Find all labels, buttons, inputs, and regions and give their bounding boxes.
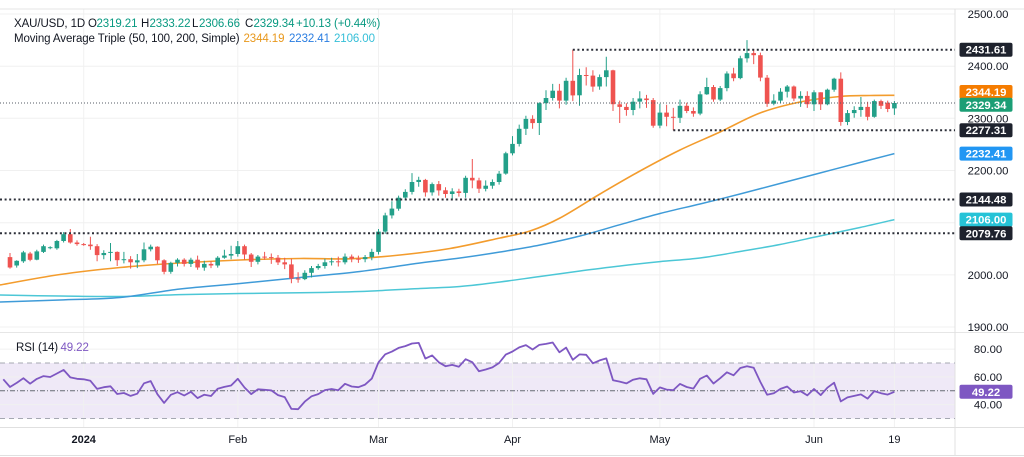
svg-text:Jun: Jun — [805, 434, 823, 446]
svg-text:2306.66: 2306.66 — [199, 18, 240, 30]
svg-text:H: H — [141, 18, 149, 30]
svg-text:2277.31: 2277.31 — [966, 125, 1007, 137]
svg-text:60.00: 60.00 — [974, 372, 1002, 384]
svg-text:2329.34: 2329.34 — [966, 100, 1008, 112]
svg-text:XAU/USD, 1D: XAU/USD, 1D — [14, 18, 85, 30]
svg-text:Apr: Apr — [504, 434, 521, 446]
svg-text:2232.41: 2232.41 — [289, 33, 330, 45]
svg-text:2431.61: 2431.61 — [966, 45, 1007, 57]
svg-text:+10.13 (+0.44%): +10.13 (+0.44%) — [296, 18, 380, 30]
svg-text:May: May — [650, 434, 671, 446]
svg-text:2300.00: 2300.00 — [968, 113, 1009, 125]
svg-text:2400.00: 2400.00 — [968, 61, 1009, 73]
svg-text:49.22: 49.22 — [972, 387, 1000, 399]
svg-text:2024: 2024 — [71, 434, 96, 446]
svg-text:2106.00: 2106.00 — [966, 215, 1007, 227]
svg-text:2106.00: 2106.00 — [334, 33, 375, 45]
svg-text:RSI (14): RSI (14) — [16, 342, 58, 354]
svg-text:C: C — [245, 18, 253, 30]
svg-text:2232.41: 2232.41 — [966, 149, 1007, 161]
svg-text:L: L — [192, 18, 199, 30]
svg-text:2319.21: 2319.21 — [97, 18, 138, 30]
svg-text:2344.19: 2344.19 — [244, 33, 285, 45]
svg-text:80.00: 80.00 — [974, 344, 1002, 356]
svg-text:2000.00: 2000.00 — [968, 270, 1009, 282]
svg-text:19: 19 — [888, 434, 900, 446]
svg-text:Moving Average Triple (50, 100: Moving Average Triple (50, 100, 200, Sim… — [14, 33, 240, 45]
svg-text:1900.00: 1900.00 — [968, 322, 1009, 334]
svg-text:2144.48: 2144.48 — [966, 195, 1007, 207]
svg-text:49.22: 49.22 — [61, 342, 89, 354]
svg-text:40.00: 40.00 — [974, 400, 1002, 412]
svg-text:Feb: Feb — [228, 434, 247, 446]
svg-text:2079.76: 2079.76 — [966, 228, 1007, 240]
svg-text:2200.00: 2200.00 — [968, 166, 1009, 178]
svg-text:O: O — [88, 18, 97, 30]
svg-text:2344.19: 2344.19 — [966, 87, 1007, 99]
svg-text:2333.22: 2333.22 — [150, 18, 191, 30]
svg-text:2500.00: 2500.00 — [968, 9, 1009, 21]
svg-text:Mar: Mar — [369, 434, 388, 446]
svg-text:2329.34: 2329.34 — [254, 18, 296, 30]
